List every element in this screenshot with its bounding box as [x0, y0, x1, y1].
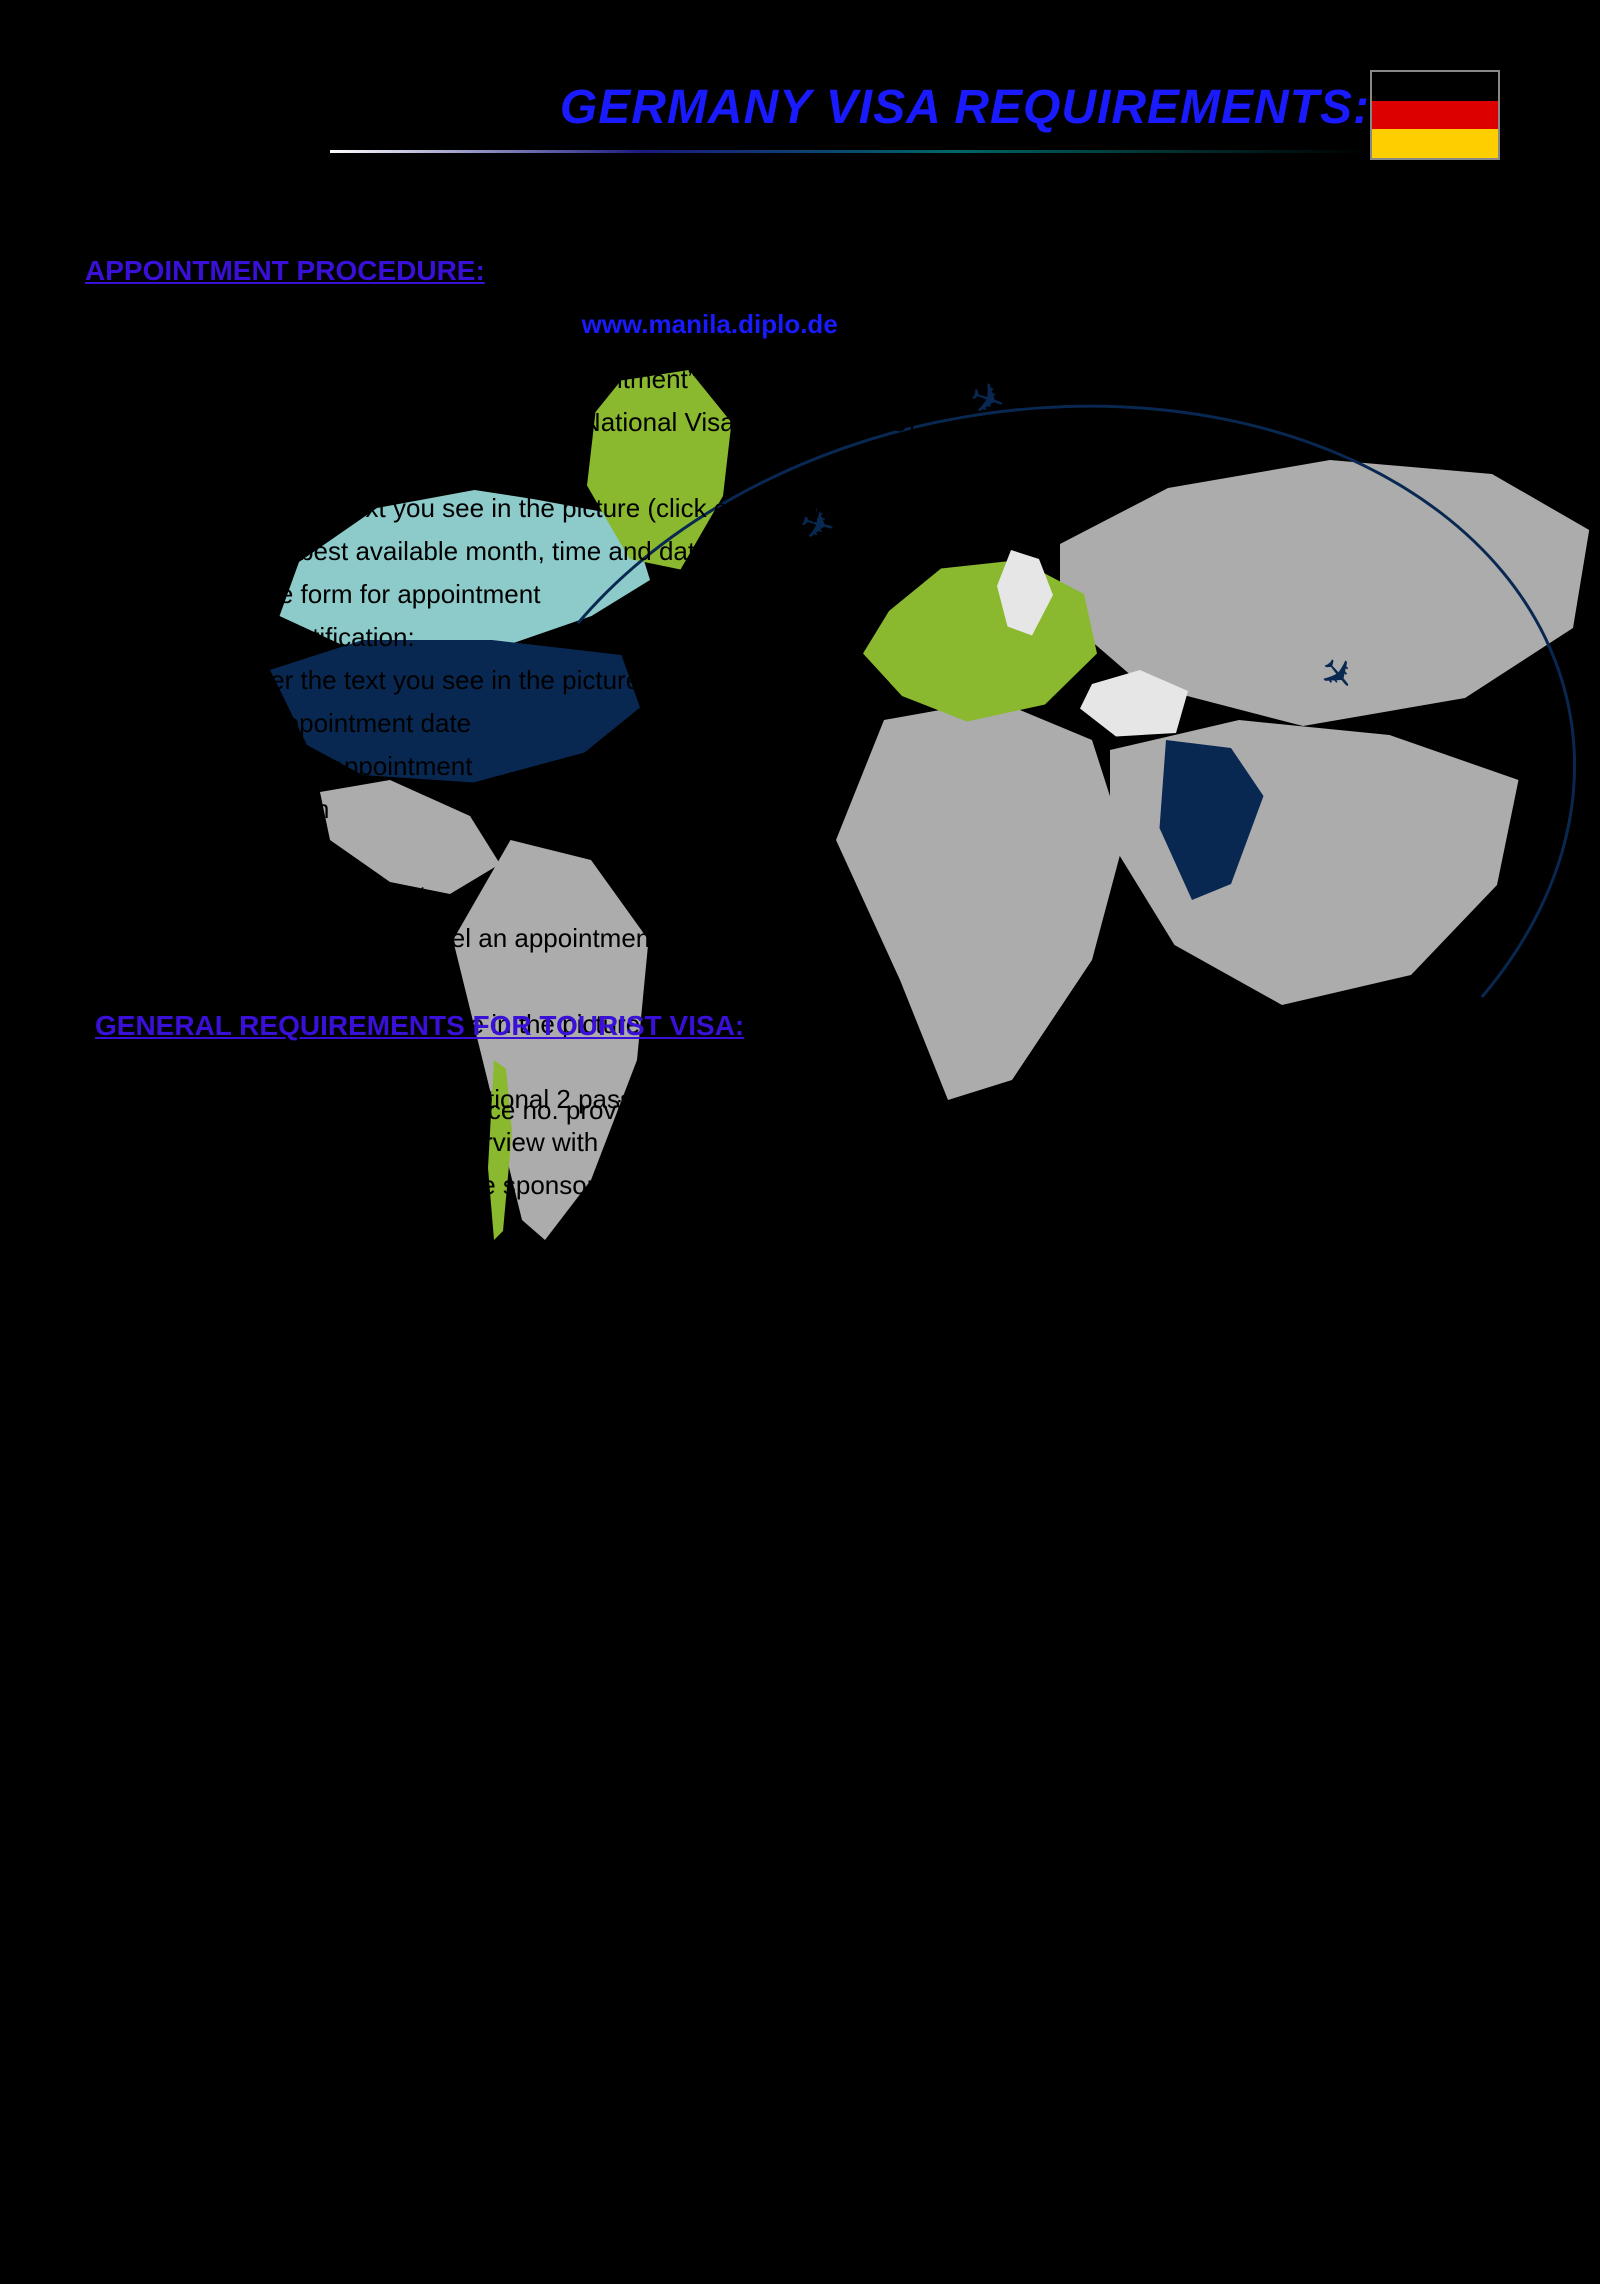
- flag-stripe-black: [1372, 72, 1498, 101]
- requirement-line: Red ribbon: [130, 1381, 1028, 1420]
- requirement-line: 12. Income / financial statement of the …: [130, 1854, 1028, 1893]
- requirement-line: 10. Confirmed hotel reservation or detai…: [130, 1639, 1028, 1678]
- step-line: 1. Click “Click here to make a new appoi…: [130, 360, 1081, 399]
- requirement-line: 4. Visa fee: [130, 1209, 1028, 1248]
- step-line: 4. Chose the best available month, time …: [130, 532, 1081, 571]
- map-south-asia: [1110, 720, 1540, 1020]
- step-line: 3. Picture Identification:: [130, 446, 1081, 485]
- title-divider: [330, 150, 1370, 153]
- map-india: [1140, 740, 1270, 900]
- requirement-line: Photocopy of school ID / enrollment cert…: [130, 1510, 1028, 1549]
- intro-prefix: Visit the German Embassy website –: [150, 309, 582, 339]
- map-caucasus: [1080, 670, 1200, 740]
- requirement-line: [130, 1682, 1028, 1721]
- germany-flag: [1370, 70, 1500, 160]
- requirement-line: territory of the Schengen states. (can a…: [130, 2155, 1028, 2194]
- step-line: 7. Choose appointment date: [130, 704, 1081, 743]
- requirement-line: 8. Employment certificate, approved leav…: [130, 1424, 1028, 1463]
- requirement-line: Death certificate.: [130, 2241, 1028, 2280]
- embassy-link[interactable]: www.manila.diplo.de: [582, 309, 838, 339]
- map-russia: [1060, 460, 1600, 740]
- requirement-line: 6. Birth certificate from NSO with DFA a…: [130, 1295, 1028, 1334]
- requirement-line: of foreigners: [130, 1811, 1028, 1850]
- plane-icon: ✈: [1308, 645, 1368, 703]
- step-line: 8. Confirm your appointment: [130, 747, 1081, 786]
- appointment-steps-list: 1. Click “Click here to make a new appoi…: [130, 360, 1081, 1177]
- requirement-line: Business registration certificate (if se…: [130, 1467, 1028, 1506]
- step-line: To cancel an appointment: [130, 876, 1081, 915]
- requirement-line: 2. Personal appearance / interview with …: [130, 1123, 1028, 1162]
- requirement-line: 1. 2 Application form and additional 2 p…: [130, 1080, 1028, 1119]
- step-line: 2. Choose whether Schengen Visa or Natio…: [130, 403, 1081, 442]
- requirement-line: (pictures, phone bills, proof of money t…: [130, 2069, 1028, 2108]
- requirement-line: German Alien Office (Auslanderbehörde) o…: [130, 1940, 1028, 1979]
- requirement-line: 7. Marriage contract from NSO (if marrie…: [130, 1338, 1028, 1377]
- general-requirements-heading: GENERAL REQUIREMENTS FOR TOURIST VISA:: [95, 1010, 744, 1042]
- step-line: 5. Fill out the form for appointment: [130, 575, 1081, 614]
- step-line: 9. Print the form: [130, 790, 1081, 829]
- requirements-list: 1. 2 Application form and additional 2 p…: [130, 1080, 1028, 2284]
- step-line: Enter the text you see in the picture (c…: [130, 661, 1081, 700]
- step-line: 1. Click, Click here to cancel an appoin…: [130, 919, 1081, 958]
- requirement-line: 9. Confirmed flight reservation: [130, 1596, 1028, 1635]
- requirement-line: If sponsored by a Person in Germany:: [130, 1725, 1028, 1764]
- requirement-line: 11. Copy of the sponsor’s valid passport…: [130, 1768, 1028, 1807]
- page-title: GERMANY VISA REQUIREMENTS:: [340, 80, 1370, 135]
- step-line: Enter the text you see in the picture (c…: [130, 489, 1081, 528]
- flag-stripe-gold: [1372, 129, 1498, 158]
- requirement-line: 5. Passport (valid at least 6 months fro…: [130, 1252, 1028, 1291]
- step-line: 2. Picture Identification:: [130, 962, 1081, 1001]
- requirement-line: 13. Formal obligation letter (Verpflicht…: [130, 1897, 1028, 1936]
- intro-line: Visit the German Embassy website – www.m…: [150, 305, 838, 344]
- requirement-line: capacity. (e.g. Bank Certificate): [130, 1983, 1028, 2022]
- appointment-heading: APPOINTMENT PROCEDURE:: [85, 255, 485, 287]
- requirement-line: 3. Letter of guarantee from the sponsor: [130, 1166, 1028, 1205]
- requirement-line: 15. Travel/ health insurance with minimu…: [130, 2112, 1028, 2151]
- requirement-line: 16. If applicable, documents of previous…: [130, 2198, 1028, 2237]
- requirement-line: of absence from school (if student): [130, 1553, 1028, 1592]
- requirement-line: 14. Evidence of existing relationship be…: [130, 2026, 1028, 2065]
- step-line: [130, 833, 1081, 872]
- flag-stripe-red: [1372, 101, 1498, 130]
- step-line: 6. Picture Identification:: [130, 618, 1081, 657]
